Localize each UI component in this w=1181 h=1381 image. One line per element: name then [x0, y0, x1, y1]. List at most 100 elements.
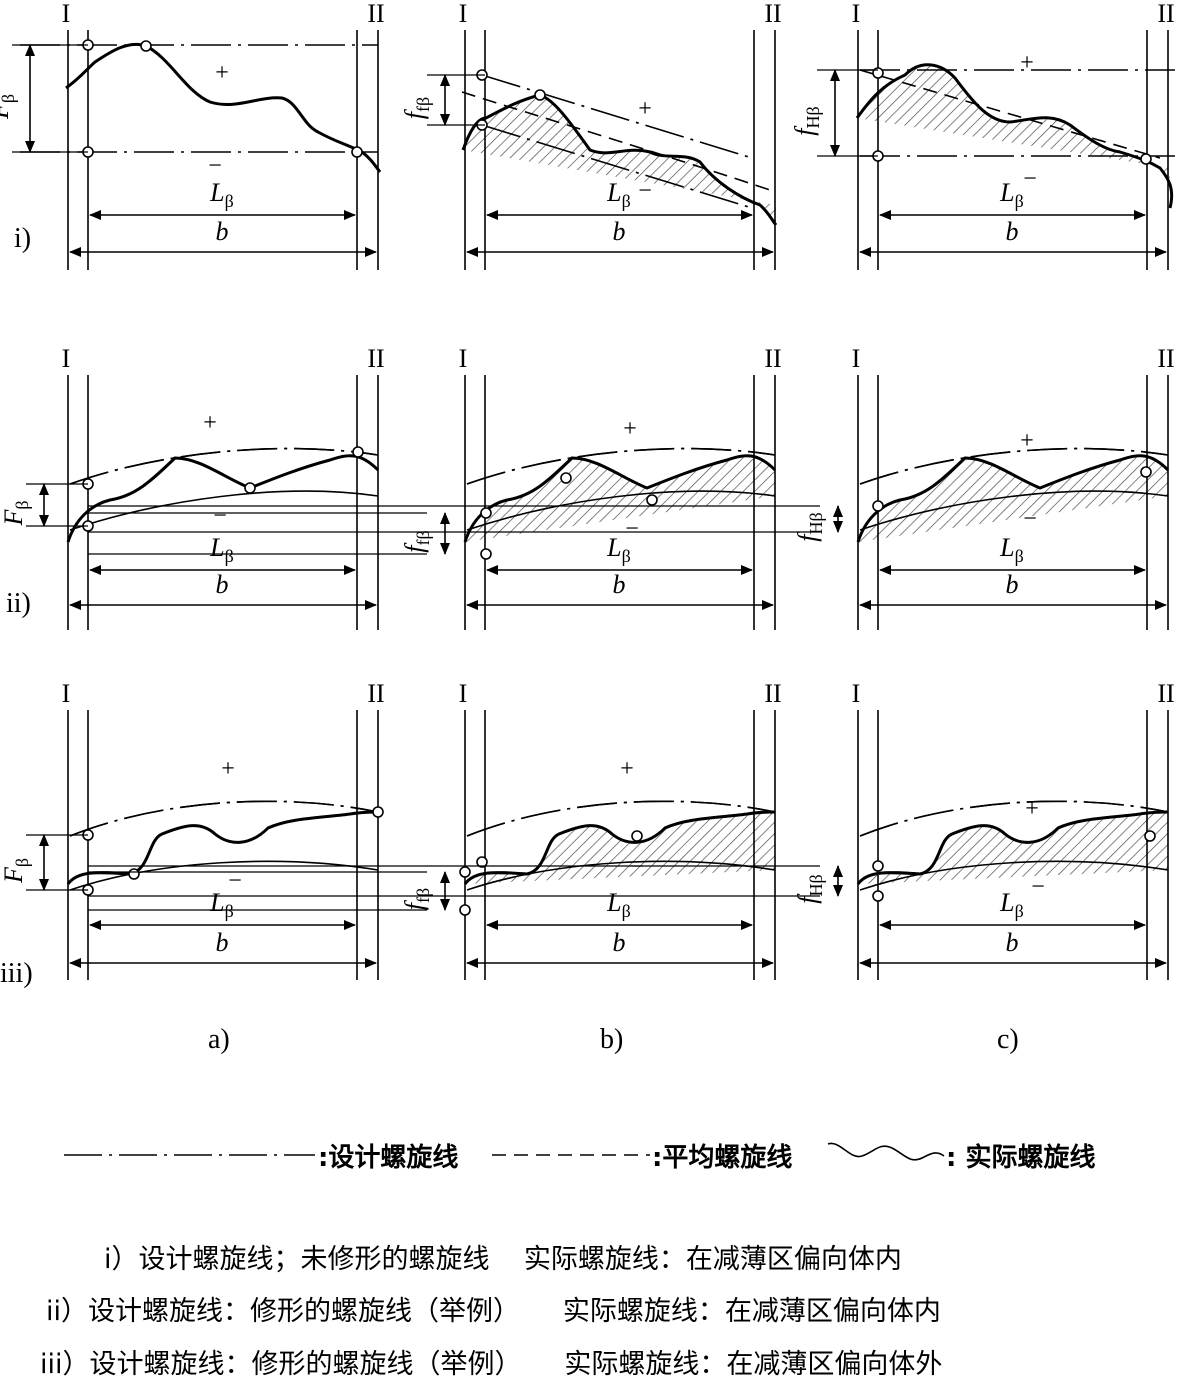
section-mark-I: I — [62, 679, 71, 708]
measure-point-4 — [351, 146, 363, 158]
deviation-label: fHβ — [790, 106, 823, 135]
section-mark-II: II — [1157, 0, 1174, 28]
svg-text:ffβ: ffβ — [400, 888, 433, 910]
actual-helix — [856, 810, 1169, 885]
column-label-c: c) — [997, 1024, 1019, 1055]
legend-actual-wave — [827, 1142, 945, 1161]
section-mark-II: II — [367, 0, 384, 28]
section-mark-I: I — [852, 679, 861, 708]
minus-sign: − — [1023, 166, 1037, 192]
svg-text:fHβ: fHβ — [793, 512, 826, 541]
plus-sign: + — [215, 60, 229, 86]
svg-text:Fβ: Fβ — [0, 94, 18, 120]
minus-sign: − — [213, 503, 227, 529]
actual-helix — [855, 63, 1174, 209]
measure-point-3 — [128, 868, 140, 880]
section-mark-I: I — [459, 679, 468, 708]
deviation-label: ffβ — [400, 530, 433, 552]
design-helix-upper — [69, 800, 379, 837]
design-helix-upper — [466, 447, 776, 485]
legend — [64, 1142, 945, 1161]
mean-helix — [461, 91, 771, 191]
svg-text:Lβ: Lβ — [999, 533, 1024, 566]
section-mark-II: II — [1157, 344, 1174, 373]
deviation-label: fHβ — [793, 874, 826, 903]
section-mark-I: I — [459, 344, 468, 373]
column-label-b: b) — [600, 1024, 623, 1055]
section-mark-I: I — [62, 344, 71, 373]
face-width-label: b — [216, 928, 229, 957]
deviation-hatch — [857, 64, 1172, 208]
deviation-label: ffβ — [400, 97, 433, 119]
measure-point-2 — [459, 904, 471, 916]
legend-mean-helix: :平均螺旋线 — [652, 1143, 793, 1173]
plus-sign: + — [1025, 796, 1039, 822]
minus-sign: − — [630, 854, 644, 880]
actual-helix — [463, 454, 777, 543]
design-helix-upper — [466, 800, 776, 837]
svg-text:ffβ: ffβ — [400, 530, 433, 552]
svg-text:Lβ: Lβ — [209, 178, 234, 211]
section-mark-I: I — [852, 344, 861, 373]
minus-sign: − — [625, 516, 639, 542]
measure-point-3 — [244, 482, 256, 494]
deviation-label: Fβ — [0, 858, 32, 884]
design-helix-upper — [859, 447, 1169, 485]
evaluation-range-label: Lβ — [209, 178, 234, 211]
minus-sign: − — [638, 178, 652, 204]
caption-row-i: i）设计螺旋线；未修形的螺旋线 实际螺旋线：在减薄区偏向体内 — [104, 1244, 902, 1275]
measure-point-1 — [480, 507, 492, 519]
minus-sign: − — [208, 153, 222, 179]
panel-curves: + − ffβ — [88, 416, 777, 560]
section-mark-II: II — [367, 344, 384, 373]
evaluation-range-label: Lβ — [999, 178, 1024, 211]
deviation-label: fHβ — [793, 512, 826, 541]
face-width-label: b — [1006, 928, 1019, 957]
svg-text:fHβ: fHβ — [790, 106, 823, 135]
measure-point-2 — [872, 890, 884, 902]
section-mark-II: II — [764, 344, 781, 373]
design-helix-upper — [859, 800, 1169, 837]
measure-point-2 — [1140, 466, 1152, 478]
design-helix — [481, 74, 753, 159]
measure-point-4 — [631, 830, 643, 842]
svg-text:Lβ: Lβ — [606, 178, 631, 211]
svg-text:Lβ: Lβ — [209, 533, 234, 566]
evaluation-range-label: Lβ — [999, 533, 1024, 566]
design-helix-lower — [69, 860, 379, 891]
measure-point-3 — [1144, 830, 1156, 842]
actual-helix — [66, 810, 379, 885]
face-width-label: b — [1006, 570, 1019, 599]
svg-text:ffβ: ffβ — [400, 97, 433, 119]
actual-helix — [856, 454, 1170, 543]
section-mark-II: II — [764, 679, 781, 708]
actual-helix — [461, 93, 778, 226]
deviation-hatch — [858, 812, 1168, 884]
measure-point-3 — [1140, 153, 1152, 165]
measure-point-3 — [560, 472, 572, 484]
face-width-label: b — [613, 928, 626, 957]
section-mark-II: II — [1157, 679, 1174, 708]
plus-sign: + — [623, 416, 637, 442]
panel-curves: + − ffβ — [400, 69, 778, 226]
measure-point-1 — [872, 500, 884, 512]
row-label-ii: ii) — [6, 588, 31, 619]
face-width-label: b — [216, 217, 229, 246]
measure-point-4 — [352, 446, 364, 458]
legend-design-helix: :设计螺旋线 — [318, 1143, 459, 1173]
section-mark-II: II — [764, 0, 781, 28]
deviation-hatch — [463, 95, 776, 225]
measure-point-4 — [372, 806, 384, 818]
panel-curves: + − fHβ — [790, 50, 1175, 209]
deviation-label: ffβ — [400, 888, 433, 910]
deviation-label: Fβ — [0, 94, 18, 120]
measure-point-1 — [872, 860, 884, 872]
plus-sign: + — [638, 96, 652, 122]
face-width-label: b — [613, 570, 626, 599]
